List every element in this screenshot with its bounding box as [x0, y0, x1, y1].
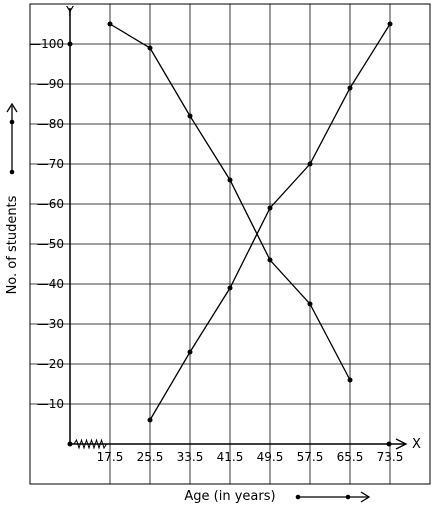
y-tick-label: —90 — [37, 77, 64, 91]
data-point — [187, 349, 193, 355]
x-tick-label: 33.5 — [177, 450, 204, 464]
data-point — [107, 21, 113, 27]
y-tick-label: —100 — [29, 37, 64, 51]
axis-break-icon — [73, 438, 107, 450]
data-point — [227, 177, 233, 183]
data-point — [267, 205, 273, 211]
x-axis-label: Age (in years) — [184, 489, 275, 504]
y-tick-label: —60 — [37, 197, 64, 211]
y-tick-label: —10 — [37, 397, 64, 411]
data-point — [187, 113, 193, 119]
y-tick-labels: —10 —20 —30 —40 —50 —60 —70 —80 —90 —100 — [29, 37, 64, 411]
x-axis-end-dot — [386, 441, 392, 447]
x-tick-label: 65.5 — [337, 450, 364, 464]
x-tick-labels: 17.5 25.5 33.5 41.5 49.5 57.5 65.5 73.5 — [97, 450, 404, 464]
data-point — [147, 417, 153, 423]
x-tick-label: 49.5 — [257, 450, 284, 464]
x-tick-label: 25.5 — [137, 450, 164, 464]
data-point — [347, 85, 353, 91]
data-point — [387, 21, 393, 27]
y-tick-label: —30 — [37, 317, 64, 331]
x-tick-label: 57.5 — [297, 450, 324, 464]
y-tick-label: —50 — [37, 237, 64, 251]
series-lines — [107, 21, 393, 423]
x-tick-label: 17.5 — [97, 450, 124, 464]
y-tick-label: —70 — [37, 157, 64, 171]
x-tick-label: 41.5 — [217, 450, 244, 464]
right-arrow-icon — [295, 491, 371, 503]
y-tick-label: —80 — [37, 117, 64, 131]
y-tick-label: —20 — [37, 357, 64, 371]
y-axis-label: No. of students — [5, 195, 20, 294]
x-axis-letter: X — [412, 437, 421, 452]
y-axis-letter: Y — [65, 5, 74, 20]
data-point — [307, 161, 313, 167]
x-axis — [70, 438, 408, 450]
y-tick-label: —40 — [37, 277, 64, 291]
data-point — [227, 285, 233, 291]
origin-dot — [67, 441, 73, 447]
x-tick-label: 73.5 — [377, 450, 404, 464]
up-arrow-icon — [6, 102, 18, 175]
data-point — [347, 377, 353, 383]
grid-horizontal-lines — [30, 43, 430, 405]
data-point — [307, 301, 313, 307]
y-axis-top-dot — [67, 41, 73, 47]
data-point — [147, 45, 153, 51]
data-point — [267, 257, 273, 263]
